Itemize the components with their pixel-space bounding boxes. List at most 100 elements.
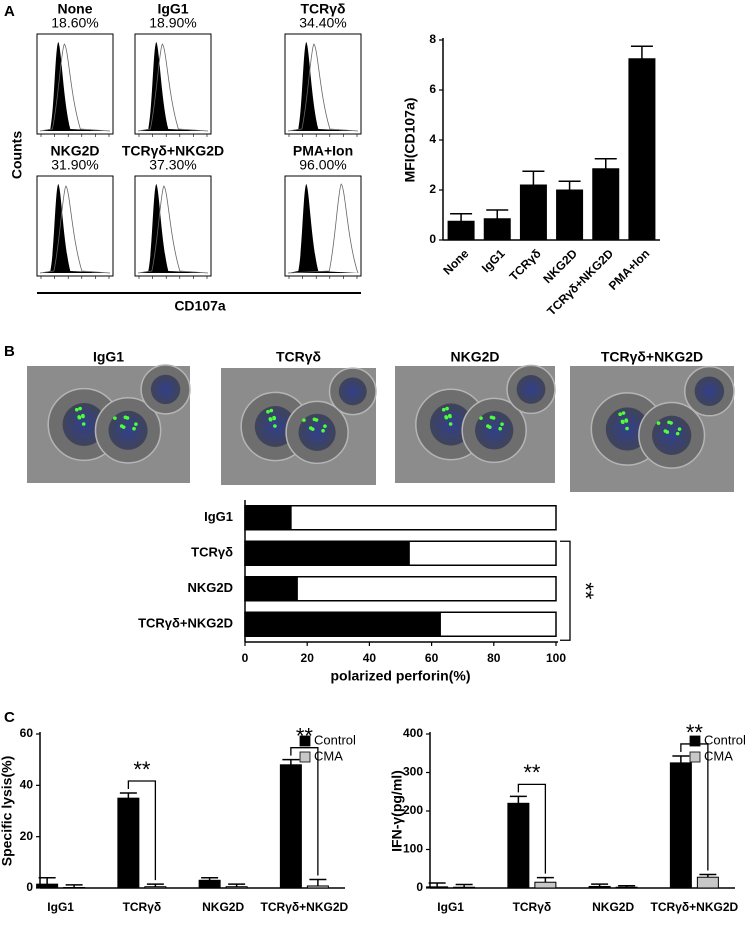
legend-label: Control <box>314 732 356 747</box>
x-tick-label: TCRγδ+NKG2D <box>651 900 739 914</box>
y-tick-label: 100 <box>403 842 423 856</box>
perforin-granule <box>500 422 504 426</box>
bar <box>696 876 719 889</box>
bar <box>245 612 441 637</box>
perforin-granule <box>323 424 327 428</box>
bar <box>483 218 511 241</box>
flow-sample <box>137 43 209 132</box>
perforin-granule <box>81 422 86 426</box>
perforin-granule <box>656 421 661 425</box>
y-tick-label: 4 <box>429 132 436 146</box>
perforin-granule <box>123 415 128 420</box>
flow-title: PMA+Ion <box>293 143 353 159</box>
perforin-granule <box>479 416 483 420</box>
bar <box>36 883 59 889</box>
perforin-granule <box>675 431 680 436</box>
y-tick-label: 300 <box>403 765 423 779</box>
flow-isotype <box>138 184 208 273</box>
y-tick-label: 400 <box>403 726 423 740</box>
flow-percent: 34.40% <box>299 15 346 31</box>
perforin-granule <box>488 425 492 429</box>
bar <box>245 541 410 566</box>
bar <box>225 886 248 889</box>
flow-frame <box>134 175 212 277</box>
bar <box>447 220 475 241</box>
legend-swatch <box>689 751 701 763</box>
perforin-granule <box>268 417 273 422</box>
perforin-granule <box>444 415 449 420</box>
x-tick-label: 100 <box>546 651 566 665</box>
flow-title: TCRγδ <box>300 1 345 17</box>
bar <box>426 886 449 889</box>
x-tick-label: IgG1 <box>47 900 74 914</box>
flow-x-label: CD107a <box>174 298 226 314</box>
bar <box>534 881 557 889</box>
flow-frame <box>284 175 362 277</box>
flow-frame <box>36 33 114 135</box>
bar <box>628 58 656 241</box>
perforin-granule <box>441 407 446 412</box>
y-tick-label: NKG2D <box>187 580 233 595</box>
perforin-granule <box>621 420 625 425</box>
perforin-granule <box>321 428 325 433</box>
nucleus <box>516 375 546 404</box>
perforin-granule <box>625 426 629 431</box>
x-tick-label: NKG2D <box>202 900 244 914</box>
perforin-granule <box>121 425 126 429</box>
flow-y-label: Counts <box>9 131 25 179</box>
perforin-granule <box>266 409 270 414</box>
x-tick-label: None <box>440 246 471 277</box>
flow-isotype <box>40 184 110 273</box>
flow-percent: 18.90% <box>149 15 196 31</box>
perforin-granule <box>113 416 117 420</box>
flow-sample <box>287 43 359 132</box>
nucleus <box>652 415 692 455</box>
legend-label: CMA <box>704 748 733 763</box>
x-axis-label: polarized perforin(%) <box>330 668 470 684</box>
x-tick-label: 80 <box>487 651 501 665</box>
panel-label: C <box>4 709 15 726</box>
perforin-granule <box>77 415 82 420</box>
x-tick-label: 60 <box>425 651 439 665</box>
bar <box>117 797 140 889</box>
significance-label: ** <box>296 723 314 748</box>
x-tick-label: IgG1 <box>479 246 508 275</box>
perforin-granule <box>78 406 82 411</box>
perforin-granule <box>81 413 85 418</box>
perforin-granule <box>498 426 502 431</box>
perforin-granule <box>132 426 136 431</box>
flow-percent: 96.00% <box>299 157 346 173</box>
bar <box>279 764 302 889</box>
flow-title: None <box>58 1 93 17</box>
legend-swatch <box>299 735 311 747</box>
significance-label: ** <box>686 720 704 745</box>
y-tick-label: 0 <box>416 880 423 894</box>
y-tick-label: TCRγδ+NKG2D <box>138 616 233 631</box>
bar <box>198 879 221 889</box>
y-tick-label: IgG1 <box>204 509 233 524</box>
perforin-granule <box>74 407 79 412</box>
perforin-granule <box>302 418 306 422</box>
perforin-granule <box>448 413 452 418</box>
y-tick-label: 40 <box>20 778 34 792</box>
y-axis-label: IFN-γ(pg/ml) <box>389 770 405 852</box>
bar <box>507 802 530 889</box>
perforin-granule <box>310 427 315 431</box>
perforin-granule <box>667 420 671 425</box>
flow-sample <box>39 185 111 274</box>
nucleus <box>475 411 514 450</box>
flow-sample <box>39 43 111 132</box>
flow-sample <box>287 183 359 274</box>
perforin-granule <box>489 415 494 420</box>
bar <box>245 505 292 530</box>
perforin-granule <box>273 424 277 428</box>
x-tick-label: IgG1 <box>437 900 464 914</box>
legend-swatch <box>689 735 701 747</box>
y-tick-label: TCRγδ <box>191 545 233 560</box>
y-tick-label: 6 <box>429 82 436 96</box>
flow-title: NKG2D <box>50 143 99 159</box>
bar <box>669 762 692 889</box>
nucleus <box>298 413 336 451</box>
nucleus <box>338 377 367 406</box>
x-tick-label: NKG2D <box>592 900 634 914</box>
